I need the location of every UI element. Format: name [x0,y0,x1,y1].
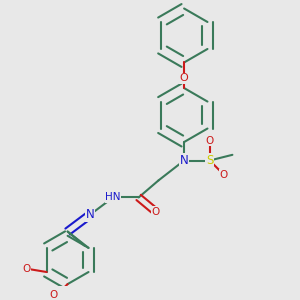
Text: S: S [206,154,213,167]
Text: HN: HN [105,192,121,203]
Text: O: O [220,170,228,180]
Text: O: O [152,207,160,217]
Text: O: O [49,290,58,300]
Text: N: N [86,208,95,221]
Text: O: O [206,136,214,146]
Text: N: N [180,154,188,167]
Text: O: O [180,73,188,83]
Text: O: O [23,264,31,274]
